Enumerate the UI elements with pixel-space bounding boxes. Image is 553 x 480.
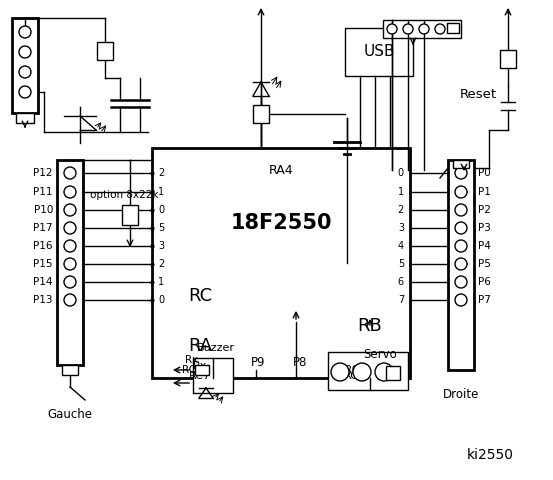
Text: Gauche: Gauche (48, 408, 92, 421)
Circle shape (331, 363, 349, 381)
Text: Reset: Reset (460, 88, 497, 101)
Text: USB: USB (363, 45, 395, 60)
Text: 0: 0 (158, 295, 164, 305)
Text: Buzzer: Buzzer (197, 343, 235, 353)
Text: 1: 1 (158, 277, 164, 287)
Text: P10: P10 (34, 205, 53, 215)
Text: RA4: RA4 (269, 164, 293, 177)
Bar (122, 205, 138, 225)
Circle shape (455, 186, 467, 198)
Text: P4: P4 (478, 241, 491, 251)
Bar (152, 148, 410, 378)
Text: 3: 3 (158, 241, 164, 251)
Text: P8: P8 (293, 356, 307, 369)
Bar (383, 20, 461, 38)
Circle shape (64, 276, 76, 288)
Text: P2: P2 (478, 205, 491, 215)
Bar (193, 358, 233, 393)
Text: RC6: RC6 (345, 365, 366, 375)
Text: ki2550: ki2550 (467, 448, 514, 462)
Circle shape (19, 46, 31, 58)
Text: 18F2550: 18F2550 (230, 213, 332, 233)
Circle shape (64, 294, 76, 306)
Bar (345, 28, 413, 76)
Circle shape (64, 167, 76, 179)
Text: RC7: RC7 (182, 365, 202, 375)
Text: 0: 0 (158, 205, 164, 215)
Text: 5: 5 (398, 259, 404, 269)
Circle shape (64, 204, 76, 216)
Circle shape (455, 222, 467, 234)
Text: RC: RC (188, 287, 212, 305)
Text: RA: RA (188, 337, 212, 355)
Circle shape (19, 26, 31, 38)
Text: RC6: RC6 (344, 371, 366, 381)
Text: 1: 1 (398, 187, 404, 197)
Circle shape (403, 24, 413, 34)
Text: Servo: Servo (363, 348, 397, 361)
Text: P1: P1 (478, 187, 491, 197)
Circle shape (455, 294, 467, 306)
Bar (62, 365, 78, 375)
Circle shape (64, 258, 76, 270)
Text: P6: P6 (478, 277, 491, 287)
Bar (386, 366, 400, 380)
Circle shape (64, 186, 76, 198)
Text: P3: P3 (478, 223, 491, 233)
Bar (195, 365, 209, 375)
Text: P9: P9 (251, 356, 265, 369)
Circle shape (455, 276, 467, 288)
Text: option 8x22k: option 8x22k (90, 190, 159, 200)
Bar (16, 113, 34, 123)
Text: P13: P13 (34, 295, 53, 305)
Text: 2: 2 (398, 205, 404, 215)
Text: P12: P12 (34, 168, 53, 178)
Circle shape (455, 240, 467, 252)
Text: 6: 6 (398, 277, 404, 287)
Text: 4: 4 (398, 241, 404, 251)
Bar (447, 23, 459, 33)
Text: P7: P7 (478, 295, 491, 305)
Circle shape (19, 66, 31, 78)
Text: P15: P15 (34, 259, 53, 269)
Text: P5: P5 (478, 259, 491, 269)
Text: P14: P14 (34, 277, 53, 287)
Circle shape (455, 167, 467, 179)
Bar (12, 18, 38, 113)
Bar (328, 352, 408, 390)
Circle shape (375, 363, 393, 381)
Bar (453, 160, 469, 168)
Circle shape (64, 240, 76, 252)
Text: 2: 2 (158, 259, 164, 269)
Text: 5: 5 (158, 223, 164, 233)
Text: Droite: Droite (443, 388, 479, 401)
Circle shape (455, 204, 467, 216)
Circle shape (455, 258, 467, 270)
Text: P0: P0 (478, 168, 491, 178)
Bar (500, 50, 516, 68)
Bar (448, 160, 474, 370)
Bar (57, 160, 83, 365)
Text: RB: RB (358, 317, 382, 335)
Text: 1: 1 (158, 187, 164, 197)
Text: 7: 7 (398, 295, 404, 305)
Text: P16: P16 (34, 241, 53, 251)
Circle shape (19, 86, 31, 98)
Circle shape (435, 24, 445, 34)
Circle shape (419, 24, 429, 34)
Circle shape (64, 222, 76, 234)
Bar (253, 105, 269, 123)
Text: RC7: RC7 (189, 371, 211, 381)
Text: Rx: Rx (185, 355, 199, 365)
Circle shape (353, 363, 371, 381)
Text: 3: 3 (398, 223, 404, 233)
Text: P11: P11 (34, 187, 53, 197)
Bar (97, 42, 113, 60)
Text: P17: P17 (34, 223, 53, 233)
Circle shape (387, 24, 397, 34)
Text: 0: 0 (398, 168, 404, 178)
Text: 2: 2 (158, 168, 164, 178)
Text: Rx: Rx (193, 361, 207, 371)
